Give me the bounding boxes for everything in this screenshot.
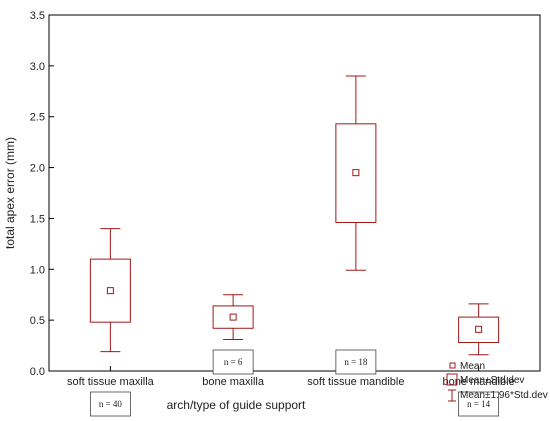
legend-label-mean: Mean	[460, 361, 485, 372]
legend-whisker-symbol	[448, 389, 456, 402]
plot-frame	[48, 14, 541, 372]
y-tick-label: 1.0	[30, 264, 45, 276]
std-box	[458, 316, 500, 344]
x-tick-label: bone maxilla	[202, 376, 265, 388]
y-axis-title: total apex error (mm)	[3, 137, 17, 249]
x-axis: soft tissue maxilla bone maxilla soft tiss…	[67, 366, 515, 388]
n-label-1: n = 40	[89, 391, 131, 417]
n-label-box	[89, 391, 131, 417]
std-box	[335, 123, 377, 223]
box-series	[89, 75, 500, 356]
y-tick-label: 1.5	[30, 213, 45, 225]
legend-label-196std: Mean±1.96*Std.dev	[460, 390, 548, 401]
n-label-box	[335, 349, 377, 375]
y-tick-label: 3.0	[30, 61, 45, 73]
x-tick-label: soft tissue mandible	[307, 376, 404, 388]
x-tick-label: soft tissue maxilla	[67, 376, 155, 388]
mean-marker	[475, 325, 483, 333]
legend: Mean Mean±Std.dev Mean±1.96*Std.dev	[446, 361, 548, 402]
y-axis: 0.0 0.5 1.0 1.5 2.0 2.5 3.0 3.5	[30, 10, 54, 378]
n-label-4: n = 14	[458, 391, 500, 417]
legend-box-symbol	[446, 373, 458, 386]
y-tick-label: 3.5	[30, 10, 45, 22]
box-4	[458, 303, 500, 356]
mean-marker	[106, 287, 114, 295]
n-label-box	[212, 349, 254, 375]
box-1	[89, 228, 131, 353]
y-tick-label: 0.0	[30, 366, 45, 378]
x-tick-label: bone mandible	[443, 376, 515, 388]
x-axis-title: arch/type of guide support	[167, 398, 306, 412]
n-label-3: n = 18	[335, 349, 377, 375]
legend-label-std: Mean±Std.dev	[460, 375, 524, 386]
y-tick-label: 0.5	[30, 315, 45, 327]
y-tick-label: 2.5	[30, 112, 45, 124]
n-label-2: n = 6	[212, 349, 254, 375]
y-tick-label: 2.0	[30, 163, 45, 175]
std-box	[212, 305, 254, 329]
box-3	[335, 75, 377, 271]
mean-marker	[352, 169, 360, 177]
n-label-text: n = 18	[344, 357, 368, 367]
n-label-text: n = 40	[99, 399, 123, 409]
box-2	[212, 294, 254, 340]
std-box	[89, 258, 131, 323]
legend-mean-marker	[449, 362, 456, 369]
n-label-box	[458, 391, 500, 417]
n-label-text: n = 6	[224, 357, 243, 367]
mean-marker	[229, 313, 237, 321]
n-labels: n = 40 n = 6 n = 18 n = 14	[89, 349, 500, 417]
n-label-text: n = 14	[467, 399, 491, 409]
